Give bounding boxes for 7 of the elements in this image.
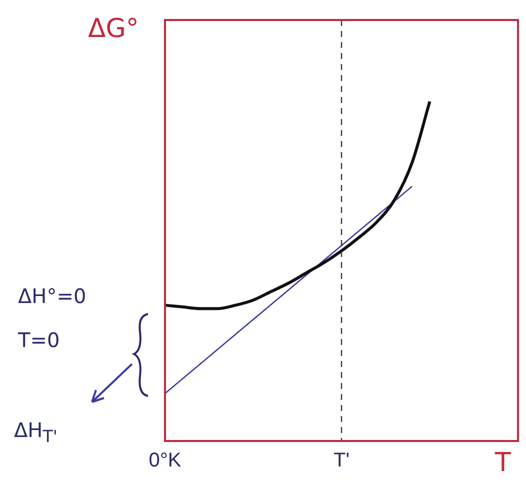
y-axis-title: ΔG° — [88, 14, 139, 44]
text: ΔH$_{T'}$ — [14, 418, 58, 446]
x-axis-title: T — [495, 448, 511, 478]
text: T=0 — [18, 328, 60, 352]
text: ΔH°=0 — [18, 284, 86, 308]
x-tick-label: 0°K — [148, 450, 182, 472]
x-tick-label: T' — [333, 450, 350, 472]
